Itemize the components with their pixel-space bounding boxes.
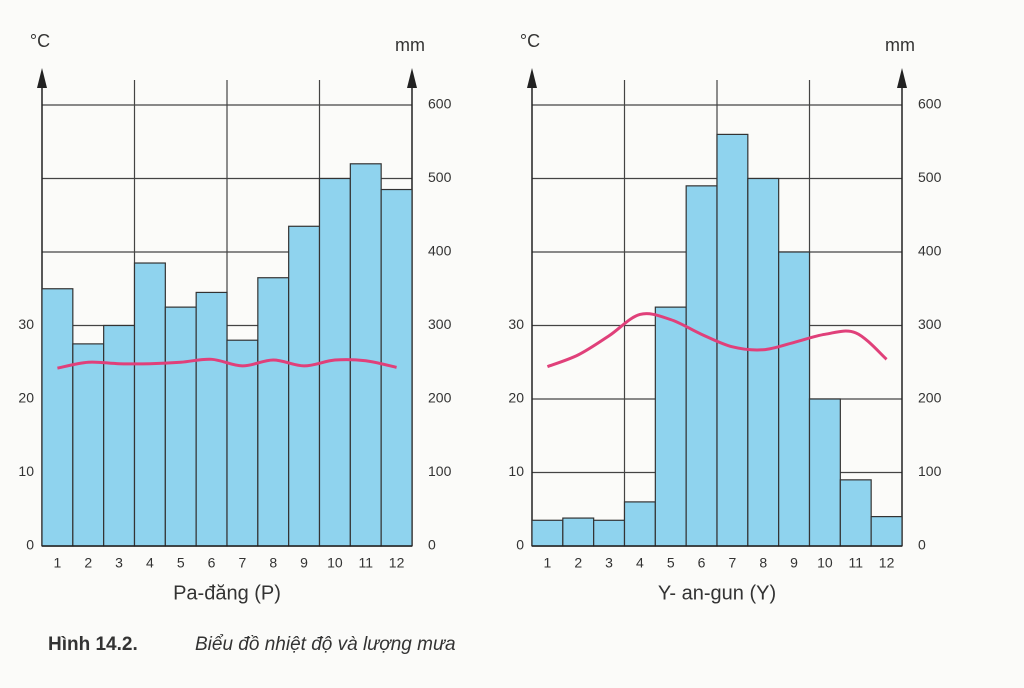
x-tick-label: 11 [358, 555, 373, 571]
x-tick-label: 9 [300, 555, 308, 571]
bar [808, 398, 841, 547]
x-tick-label: 11 [848, 555, 863, 571]
bar [349, 163, 382, 547]
x-tick-label: 8 [269, 555, 277, 571]
bar [380, 188, 413, 547]
y-axis-label: °C [520, 31, 540, 51]
bar [72, 343, 105, 547]
axis-arrow [897, 68, 907, 88]
axis-arrow [527, 68, 537, 88]
y2-tick-label: 600 [918, 96, 942, 112]
bar [778, 251, 811, 547]
x-tick-label: 6 [208, 555, 216, 571]
x-tick-label: 1 [544, 555, 552, 571]
y-tick-label: 10 [18, 463, 34, 479]
y2-tick-label: 400 [918, 243, 942, 259]
axis-arrow [407, 68, 417, 88]
x-tick-label: 10 [327, 555, 343, 571]
y2-tick-label: 300 [428, 316, 452, 332]
x-tick-label: 2 [574, 555, 582, 571]
x-tick-label: 9 [790, 555, 798, 571]
axis-arrow [37, 68, 47, 88]
bar [103, 324, 136, 547]
y2-tick-label: 500 [918, 169, 942, 185]
x-tick-label: 4 [146, 555, 154, 571]
caption-text: Biểu đồ nhiệt độ và lượng mưa [195, 634, 456, 655]
x-tick-label: 3 [605, 555, 613, 571]
y-tick-label: 20 [508, 390, 524, 406]
temperature-line [57, 357, 397, 370]
x-tick-label: 5 [667, 555, 675, 571]
x-tick-label: 2 [84, 555, 92, 571]
chart-title: Pa-đăng (P) [173, 582, 281, 604]
y2-tick-label: 400 [428, 243, 452, 259]
x-tick-label: 4 [636, 555, 644, 571]
x-tick-label: 8 [759, 555, 767, 571]
x-tick-label: 7 [239, 555, 247, 571]
y-tick-label: 30 [18, 316, 34, 332]
temperature-line [546, 312, 888, 369]
y-axis-label: °C [30, 31, 50, 51]
x-tick-label: 5 [177, 555, 185, 571]
bar [288, 225, 321, 547]
bar [164, 306, 197, 547]
y2-tick-label: 100 [428, 463, 452, 479]
bar [747, 177, 780, 547]
bar [41, 288, 74, 547]
y2-axis-label: mm [395, 35, 425, 55]
chart-title: Y- an-gun (Y) [658, 582, 776, 604]
y-tick-label: 30 [508, 316, 524, 332]
caption-label: Hình 14.2. [48, 634, 138, 655]
x-tick-label: 1 [54, 555, 62, 571]
x-tick-label: 3 [115, 555, 123, 571]
bar [839, 479, 872, 547]
y2-tick-label: 200 [918, 390, 942, 406]
y2-tick-label: 200 [428, 390, 452, 406]
y2-tick-label: 300 [918, 316, 942, 332]
y2-axis-label: mm [885, 35, 915, 55]
bar [685, 185, 718, 547]
y2-tick-label: 500 [428, 169, 452, 185]
x-tick-label: 12 [879, 555, 895, 571]
bar [562, 517, 595, 547]
y2-tick-label: 100 [918, 463, 942, 479]
x-tick-label: 12 [389, 555, 405, 571]
y2-tick-label: 0 [428, 537, 436, 553]
bar [654, 306, 687, 547]
bar [716, 133, 749, 547]
y-tick-label: 0 [516, 537, 524, 553]
bar [593, 519, 626, 547]
y2-tick-label: 0 [918, 537, 926, 553]
x-tick-label: 6 [698, 555, 706, 571]
bar [623, 501, 656, 547]
x-tick-label: 10 [817, 555, 833, 571]
bar [226, 339, 259, 547]
bar [531, 519, 564, 547]
y2-tick-label: 600 [428, 96, 452, 112]
y-tick-label: 10 [508, 463, 524, 479]
bar [870, 515, 903, 547]
bar [195, 291, 228, 547]
y-tick-label: 20 [18, 390, 34, 406]
bar [133, 262, 166, 547]
y-tick-label: 0 [26, 537, 34, 553]
bar [257, 277, 290, 547]
x-tick-label: 7 [729, 555, 737, 571]
